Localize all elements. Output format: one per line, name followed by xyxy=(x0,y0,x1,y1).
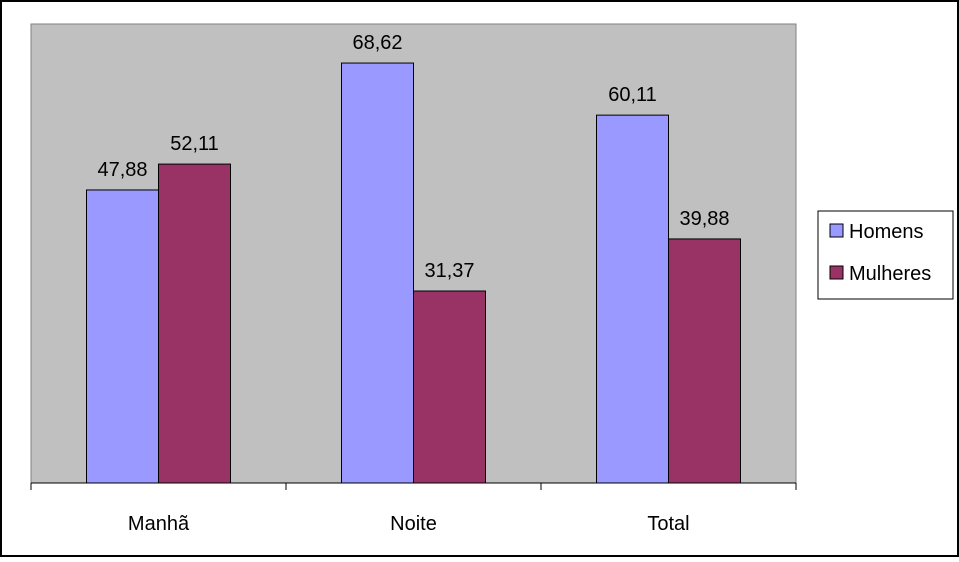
legend-swatch-homens xyxy=(829,223,844,238)
bar-homens-2 xyxy=(341,62,414,484)
bars-layer xyxy=(86,62,741,484)
x-tick-label-1: Manhã xyxy=(128,513,190,535)
data-label-homens-2: 68,62 xyxy=(352,32,402,54)
data-label-mulheres-3: 39,88 xyxy=(679,208,729,230)
data-label-homens-3: 60,11 xyxy=(608,84,657,106)
data-label-mulheres-1: 52,11 xyxy=(170,133,219,155)
legend-label-homens: Homens xyxy=(849,221,923,243)
data-label-mulheres-2: 31,37 xyxy=(424,260,474,282)
legend-label-mulheres: Mulheres xyxy=(849,263,931,285)
x-tick-label-2: Noite xyxy=(390,513,437,535)
data-labels-layer: 47,88 52,11 68,62 31,37 60,11 39,88 xyxy=(97,32,729,282)
data-label-homens-1: 47,88 xyxy=(97,159,147,181)
legend: Homens Mulheres xyxy=(817,210,954,300)
legend-swatch-mulheres xyxy=(829,265,844,280)
bar-homens-1 xyxy=(86,189,159,484)
bar-mulheres-1 xyxy=(158,163,231,484)
x-axis: Manhã Noite Total xyxy=(30,482,797,535)
bar-homens-3 xyxy=(596,114,669,484)
bar-mulheres-3 xyxy=(668,238,741,484)
x-tick-label-3: Total xyxy=(647,513,689,535)
bar-mulheres-2 xyxy=(413,290,486,484)
